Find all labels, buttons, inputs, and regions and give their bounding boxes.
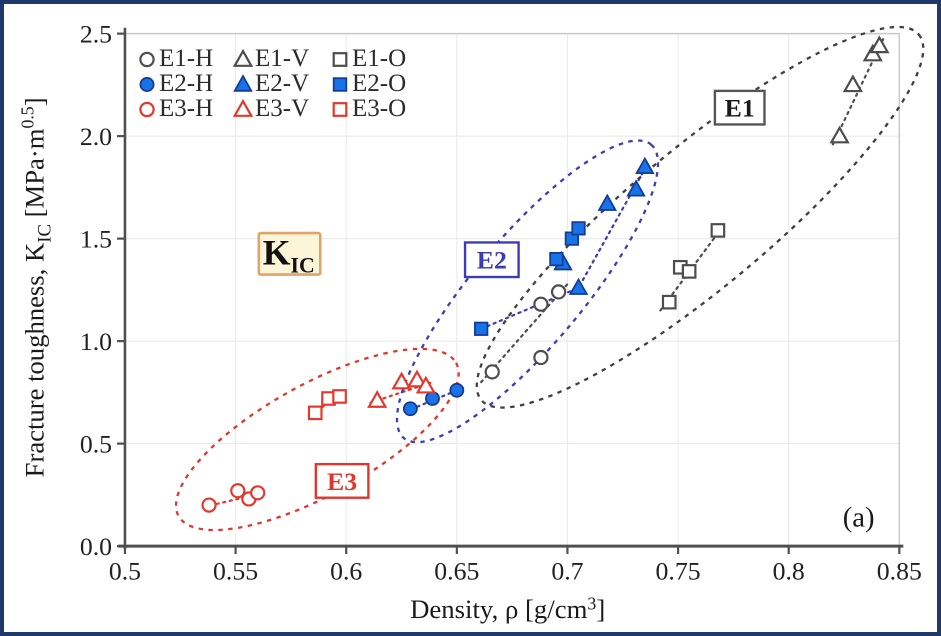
point-e3-v: [232, 98, 254, 117]
legend-label: E1-V: [255, 45, 310, 72]
point-e3-v: [367, 390, 388, 408]
point-e2-h: [402, 401, 418, 417]
point-e3-v: [415, 375, 436, 394]
point-e1-v: [232, 48, 254, 67]
legend-marker-triangle-icon: [233, 73, 253, 92]
x-tick-label: 0.85: [877, 557, 922, 586]
legend-marker-square-icon: [332, 51, 348, 67]
legend-label: E3-O: [352, 95, 407, 122]
point-e1-v: [869, 35, 890, 54]
point-e2-v: [233, 73, 253, 92]
y-axis-title: Fracture toughness, KIC [MPa·m0.5]: [18, 97, 56, 477]
x-tick-label: 0.7: [551, 557, 583, 586]
x-tick-label: 0.8: [773, 557, 805, 586]
legend-marker-triangle-icon: [232, 98, 254, 117]
point-e2-h: [449, 382, 465, 398]
x-tick-label: 0.65: [434, 557, 479, 586]
chart-canvas: 0.5 0.55 0.6 0.65 0.7 0.75 0.8 0.850.00.51.01.5…: [18, 20, 925, 624]
y-tick-label: 2.5: [80, 20, 112, 49]
point-e1-v: [829, 125, 850, 144]
point-e1-h: [550, 284, 567, 300]
legend-marker-circle-icon: [139, 51, 155, 67]
point-e3-o: [307, 405, 323, 421]
point-e2-v: [597, 193, 618, 211]
plot-border: [124, 32, 901, 547]
label-box-e1: [713, 89, 766, 126]
legend-item-e1-h: E1-H: [136, 46, 232, 71]
legend-item-e2-v: E2-V: [232, 71, 329, 96]
point-e1-h: [484, 364, 500, 380]
legend-label: E3-H: [159, 95, 214, 122]
point-e1-v: [842, 74, 863, 93]
label-e3: E3: [327, 467, 357, 496]
point-e2-o: [474, 321, 489, 336]
group-ellipse-e3: [174, 347, 460, 532]
legend-marker-square-icon: [332, 76, 348, 92]
point-e3-v: [406, 369, 428, 388]
point-e1-o: [710, 223, 726, 238]
legend-label: E1-H: [159, 45, 214, 72]
y-tick-label: 0.5: [80, 430, 112, 459]
x-tick-label: 0.5: [109, 557, 141, 586]
legend-marker-triangle-icon: [232, 48, 254, 67]
kic-label-box: [257, 231, 322, 276]
point-e2-o: [332, 76, 348, 92]
point-e3-h: [250, 485, 266, 501]
x-tick-label: 0.6: [330, 557, 362, 586]
point-e1-o: [332, 51, 348, 67]
point-e2-o: [571, 221, 586, 236]
trend-e1-v: [831, 36, 885, 146]
label-box-e3: [314, 462, 370, 499]
point-e3-h: [230, 483, 246, 499]
panel-label: (a): [843, 501, 875, 533]
legend-item-e3-o: E3-O: [329, 96, 406, 121]
legend-item-e1-o: E1-O: [329, 46, 406, 71]
y-tick-label: 1.5: [80, 225, 112, 254]
point-e1-o: [681, 264, 697, 279]
x-tick-label: 0.75: [656, 557, 701, 586]
point-e2-v: [626, 179, 646, 197]
label-e1: E1: [725, 94, 755, 123]
legend-item-e3-v: E3-V: [232, 96, 329, 121]
x-axis-title: Density, ρ [g/cm3]: [410, 593, 605, 624]
label-e2: E2: [477, 246, 507, 275]
point-e2-h: [139, 76, 155, 92]
point-e3-o: [332, 389, 347, 404]
point-e2-o: [549, 252, 564, 267]
legend-item-e2-h: E2-H: [136, 71, 232, 96]
legend-item-e3-h: E3-H: [136, 96, 232, 121]
legend-item-e1-v: E1-V: [232, 46, 329, 71]
x-tick-label: 0.55: [213, 557, 258, 586]
point-e1-h: [533, 296, 549, 312]
e2-dotted-trend: [480, 167, 646, 330]
legend-label: E2-V: [255, 70, 310, 97]
legend-item-e2-o: E2-O: [329, 71, 406, 96]
point-e1-h: [139, 51, 155, 67]
legend-marker-circle-icon: [139, 101, 155, 117]
label-box-e2: [463, 241, 520, 279]
y-tick-label: 2.0: [80, 122, 112, 151]
legend-label: E2-H: [159, 70, 214, 97]
y-tick-label: 0.0: [80, 532, 112, 561]
point-e3-o: [332, 101, 348, 117]
group-ellipse-e1: [475, 25, 925, 409]
point-e3-v: [391, 371, 412, 390]
legend-label: E1-O: [352, 45, 407, 72]
legend-label: E3-V: [255, 95, 310, 122]
legend-marker-square-icon: [332, 101, 348, 117]
point-e2-h: [425, 391, 440, 406]
point-e1-h: [533, 349, 549, 366]
legend-marker-circle-icon: [139, 76, 155, 92]
point-e1-o: [661, 294, 677, 310]
point-e3-h: [201, 497, 217, 513]
legend-label: E2-O: [352, 70, 407, 97]
kic-label: KIC: [263, 233, 315, 278]
point-e3-h: [139, 101, 155, 117]
point-e2-v: [568, 277, 589, 295]
point-e2-v: [635, 156, 655, 174]
y-tick-label: 1.0: [80, 327, 112, 356]
chart-legend: E1-H E1-V E1-O E2-H E2-V E2-O E3-H E3-V E3-O: [136, 46, 406, 121]
